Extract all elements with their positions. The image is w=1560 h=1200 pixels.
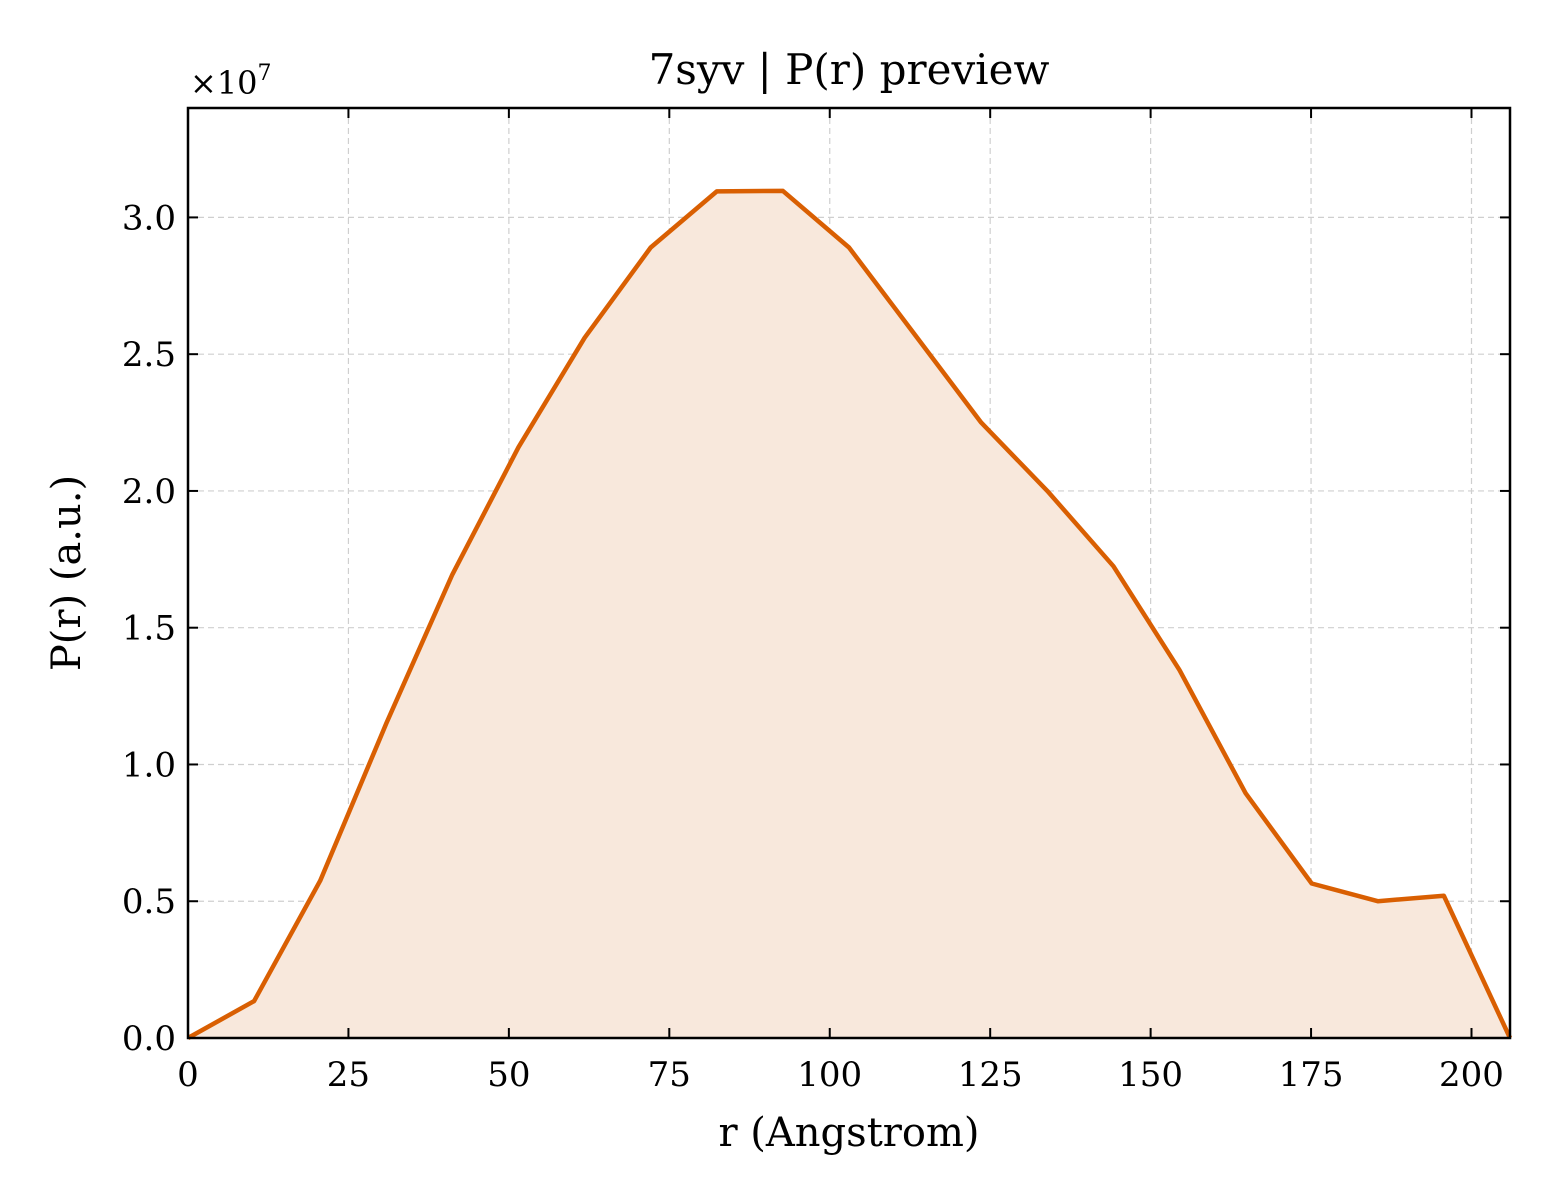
area-fill — [188, 190, 1510, 1038]
y-tick-label: 2.0 — [122, 472, 176, 512]
plot-frame — [186, 106, 1512, 1040]
y-tick-label: 2.5 — [122, 335, 176, 375]
x-tick-label: 75 — [648, 1055, 691, 1095]
y-offset-exponent: 7 — [258, 61, 272, 86]
y-tick-label: 3.0 — [122, 198, 176, 238]
x-tick-label: 0 — [177, 1055, 199, 1095]
x-tick-label: 200 — [1439, 1055, 1504, 1095]
x-tick-label: 175 — [1279, 1055, 1344, 1095]
tick-labels: 0 25 50 75 100 125 150 175 200 0.0 0.5 1.0 1.5 2.0 2.5… — [122, 198, 1504, 1095]
ticks — [187, 108, 1510, 1039]
y-tick-label: 0.0 — [122, 1019, 176, 1059]
x-axis-label: r (Angstrom) — [718, 1110, 979, 1156]
y-tick-label: 0.5 — [122, 882, 176, 922]
chart-title: 7syv | P(r) preview — [649, 45, 1050, 94]
x-tick-label: 50 — [487, 1055, 530, 1095]
y-offset-text: ×107 — [190, 61, 272, 102]
x-tick-label: 100 — [797, 1055, 862, 1095]
y-tick-label: 1.5 — [122, 609, 176, 649]
x-tick-label: 25 — [327, 1055, 370, 1095]
y-axis-label: P(r) (a.u.) — [44, 475, 90, 671]
y-tick-label: 1.0 — [122, 745, 176, 785]
y-offset-base: ×10 — [190, 64, 258, 102]
x-tick-label: 125 — [958, 1055, 1023, 1095]
x-tick-label: 150 — [1118, 1055, 1183, 1095]
series-line — [186, 188, 1513, 1040]
